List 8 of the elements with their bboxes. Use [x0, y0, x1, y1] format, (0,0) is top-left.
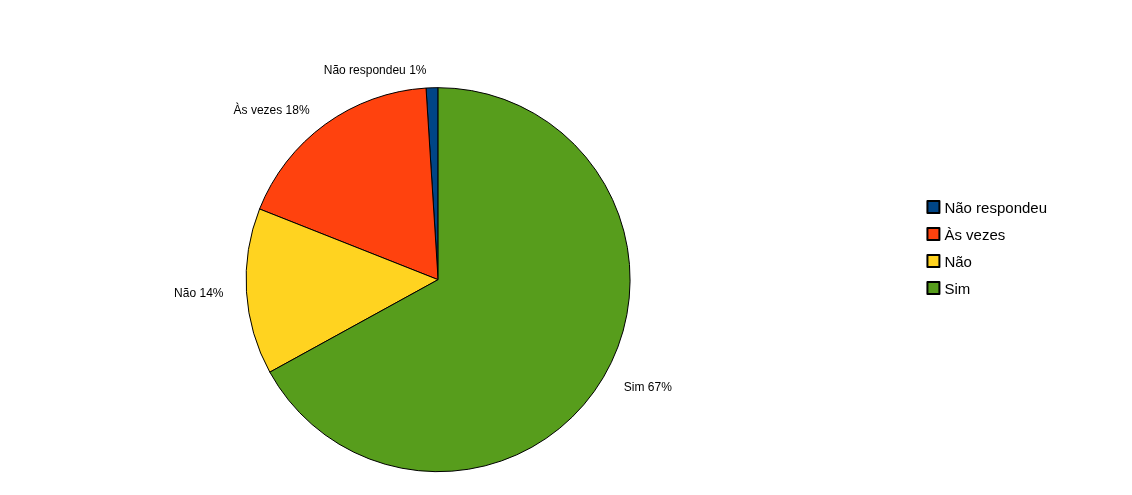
category-label: Sim 67% — [623, 379, 672, 394]
category-label: Não 14% — [174, 285, 224, 300]
legend-label: Não — [944, 252, 972, 270]
legend-label: Não respondeu — [944, 198, 1047, 216]
category-label: Às vezes 18% — [233, 102, 310, 117]
legend-label: Às vezes — [944, 225, 1006, 243]
legend-label: Sim — [944, 279, 971, 297]
category-label: Não respondeu 1% — [323, 62, 427, 77]
